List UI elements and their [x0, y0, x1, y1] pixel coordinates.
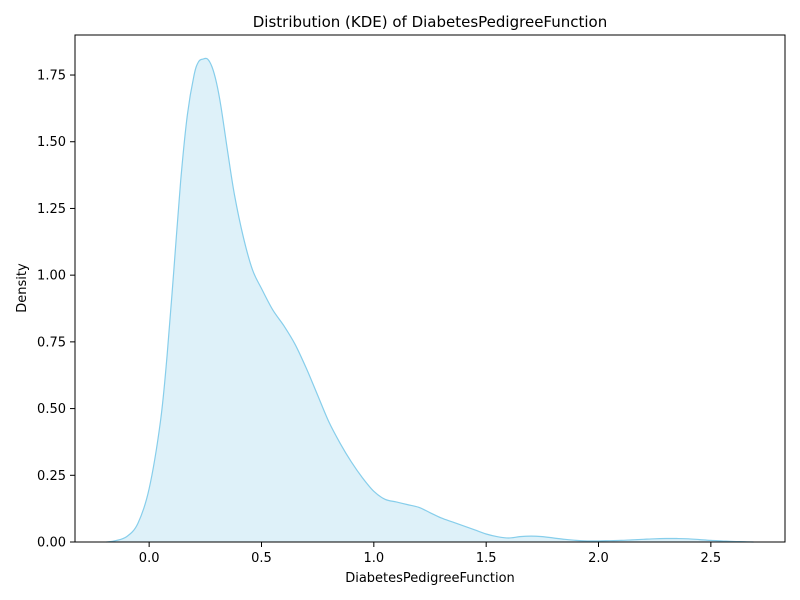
density-line [106, 57, 754, 543]
x-tick-label: 2.5 [701, 551, 722, 566]
y-tick-label: 0.00 [37, 536, 66, 551]
y-tick-label: 0.25 [37, 469, 66, 484]
y-tick-label: 1.75 [37, 69, 66, 84]
x-axis-ticks: 0.0 0.5 1.0 1.5 2.0 2.5 [139, 542, 721, 566]
y-axis-ticks: 0.00 0.25 0.50 0.75 1.00 1.25 1.50 1.75 [37, 69, 75, 551]
chart-title: Distribution (KDE) of DiabetesPedigreeFu… [253, 13, 607, 31]
y-tick-label: 0.75 [37, 335, 66, 350]
plot-frame [74, 34, 786, 543]
y-tick-label: 0.50 [37, 402, 66, 417]
x-tick-label: 2.0 [588, 551, 609, 566]
x-tick-label: 0.5 [251, 551, 272, 566]
x-tick-label: 1.0 [363, 551, 384, 566]
density-area [106, 58, 754, 542]
x-tick-label: 0.0 [139, 551, 160, 566]
y-tick-label: 1.50 [37, 135, 66, 150]
y-axis-label: Density [15, 263, 30, 313]
y-tick-label: 1.25 [37, 202, 66, 217]
y-tick-label: 1.00 [37, 269, 66, 284]
x-axis-label: DiabetesPedigreeFunction [345, 571, 515, 586]
x-tick-label: 1.5 [476, 551, 497, 566]
